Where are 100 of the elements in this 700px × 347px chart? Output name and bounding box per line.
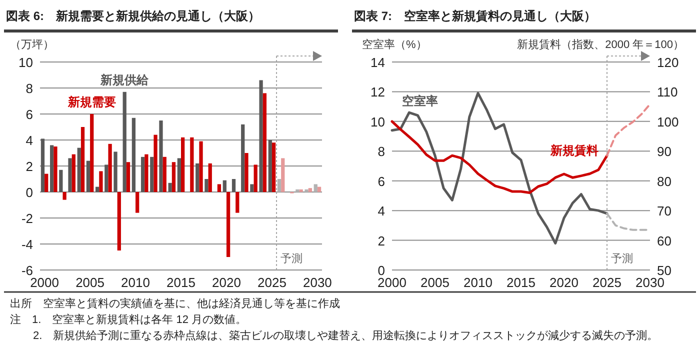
bar — [140, 156, 145, 192]
bar — [54, 146, 58, 192]
bar — [159, 120, 163, 192]
x-tick-label: 2015 — [166, 275, 196, 290]
y-tick-label: 6 — [26, 107, 33, 122]
bar — [150, 156, 154, 192]
y2-tick-label: 80 — [657, 174, 672, 189]
bar — [117, 192, 121, 250]
y-axis-title: 空室率（%） — [362, 38, 427, 51]
y2-tick-label: 120 — [657, 55, 679, 70]
y-tick-label: 12 — [370, 84, 385, 100]
bar — [308, 188, 312, 192]
y-tick-label: 4 — [378, 204, 385, 219]
bar — [44, 174, 48, 192]
bar — [59, 170, 63, 192]
bar — [277, 179, 282, 192]
bar — [272, 142, 276, 192]
x-tick-label: 2000 — [30, 275, 60, 290]
bar — [114, 152, 118, 192]
x-tick-label: 2005 — [76, 275, 104, 290]
bar — [217, 184, 222, 192]
bar — [226, 192, 230, 257]
x-tick-label: 2010 — [464, 275, 492, 290]
bar — [144, 154, 148, 192]
y2-tick-label: 90 — [657, 144, 672, 160]
bar — [177, 158, 181, 192]
y-tick-label: 2 — [378, 233, 385, 248]
y-tick-label: 2 — [26, 159, 33, 174]
bar — [132, 118, 136, 192]
bar — [232, 179, 236, 192]
y-axis-title: （万坪） — [10, 39, 54, 51]
ref-line-label: 予測 — [611, 253, 633, 265]
y-tick-label: -4 — [21, 237, 33, 252]
bar — [72, 154, 76, 192]
y-tick-label: 0 — [26, 185, 33, 200]
bar — [162, 156, 166, 192]
bar — [86, 160, 90, 192]
bar — [268, 140, 272, 192]
y-tick-label: 4 — [26, 133, 33, 148]
chart-title: 図表 6: 新規需要と新規供給の見通し（大阪） — [6, 9, 260, 23]
x-tick-label: 2030 — [302, 275, 332, 290]
bar — [50, 145, 54, 192]
bar — [281, 158, 285, 192]
bar — [40, 138, 45, 192]
bar — [172, 162, 176, 192]
bar — [190, 137, 194, 192]
bar — [208, 163, 212, 192]
bar — [250, 184, 254, 192]
line-series — [606, 103, 651, 157]
bar — [168, 182, 172, 192]
x-tick-label: 2020 — [212, 275, 241, 290]
bar — [199, 141, 203, 192]
y2-axis-title: 新規賃料（指数、2000 年＝100） — [517, 38, 684, 51]
bar — [80, 127, 85, 192]
y-tick-label: 6 — [378, 174, 385, 189]
series-label: 新規賃料 — [550, 144, 599, 158]
bar — [154, 134, 158, 192]
y-tick-label: 8 — [26, 81, 33, 96]
y-tick-label: 8 — [378, 144, 385, 160]
bar — [222, 180, 226, 192]
bar — [62, 192, 66, 200]
y-tick-label: -6 — [21, 263, 33, 278]
x-tick-label: 2025 — [592, 275, 622, 290]
y2-tick-label: 110 — [657, 84, 678, 100]
y-tick-label: -2 — [21, 211, 33, 226]
bar — [254, 164, 258, 192]
line-series — [390, 120, 608, 194]
bar — [90, 114, 94, 192]
bar — [262, 93, 267, 192]
bar — [236, 192, 240, 213]
x-tick-label: 2020 — [550, 275, 578, 290]
ref-line-label: 予測 — [280, 253, 303, 265]
bar — [304, 189, 308, 192]
bar — [296, 189, 300, 192]
bar — [122, 92, 126, 192]
y-tick-label: 0 — [378, 263, 385, 278]
bar — [317, 186, 322, 192]
x-tick-label: 2010 — [121, 275, 150, 290]
bar — [99, 171, 103, 192]
bar — [126, 162, 130, 192]
series-label: 新規需要 — [66, 95, 116, 109]
line-series — [390, 92, 608, 245]
x-tick-label: 2030 — [636, 275, 664, 290]
bar — [68, 158, 72, 192]
x-tick-label: 2005 — [420, 275, 450, 290]
bar — [299, 189, 303, 192]
bar — [196, 163, 200, 192]
x-tick-label: 2015 — [506, 275, 536, 290]
series-label: 空室率 — [402, 94, 438, 108]
y2-tick-label: 100 — [657, 114, 679, 130]
x-tick-label: 2000 — [378, 275, 406, 290]
series-label: 新規供給 — [100, 72, 150, 87]
y2-tick-label: 60 — [657, 233, 672, 248]
bar — [95, 186, 100, 192]
bar — [314, 184, 318, 192]
y-tick-label: 10 — [370, 114, 385, 130]
bar — [104, 164, 108, 192]
bar — [136, 192, 140, 213]
footer: 出所 空室率と賃料の実績値を基に、他は経済見通し等を基に作成 注 1. 空室率と新規賃料は各年 12 月の数値。 2. 新規供給予測に重なる赤枠点線は、築古ビルの取壊しや建替え、用途転換によりオフィスストックが減少する滅失の予測。 — [4, 291, 696, 342]
x-tick-label: 2025 — [258, 275, 286, 290]
